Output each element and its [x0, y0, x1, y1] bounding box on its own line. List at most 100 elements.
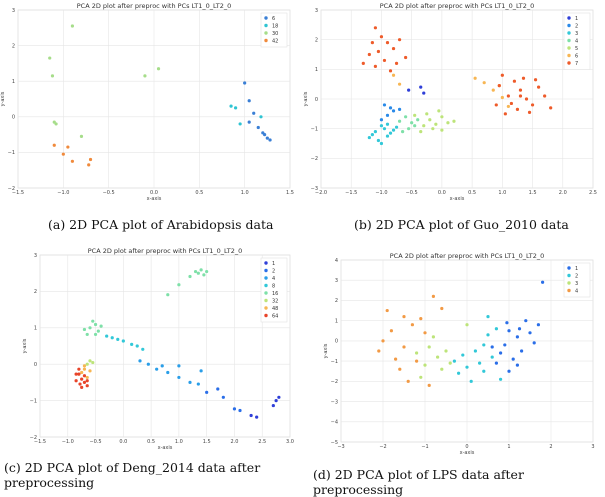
chart-2-xtick-label: 1.0 [175, 439, 183, 445]
chart-1-point [413, 113, 417, 117]
chart-2-point [82, 380, 87, 384]
caption-b: (b) 2D PCA plot of Guo_2010 data [354, 217, 569, 232]
chart-3-svg: PCA 2D plot after preproc with PCs LT1_0… [323, 252, 595, 456]
chart-2-point [177, 364, 181, 368]
chart-0-legend-label: 30 [272, 31, 278, 37]
chart-2-ytick-label: 2 [34, 289, 37, 295]
chart-1-point [506, 104, 510, 109]
chart-3-point [452, 359, 456, 363]
chart-1-legend-label: 1 [575, 16, 578, 22]
chart-1-ylabel: y-axis [303, 91, 309, 106]
chart-2-ytick-label: 1 [34, 326, 37, 332]
chart-2-xtick-label: 3.0 [286, 439, 294, 445]
chart-0-legend-marker [264, 23, 268, 28]
chart-1-point [391, 109, 396, 113]
chart-0-point [88, 157, 93, 162]
chart-3-point [406, 379, 410, 383]
chart-1-point [524, 97, 529, 101]
chart-1-point [521, 76, 526, 80]
chart-2-point [166, 370, 170, 375]
chart-1-point [367, 135, 371, 140]
chart-1-point [379, 35, 384, 39]
chart-3-point [419, 375, 423, 379]
chart-3-ylabel: y-axis [323, 343, 329, 358]
chart-1-point [491, 88, 495, 92]
chart-2-series-4 [138, 359, 203, 386]
chart-1-xtick-label: 2.5 [589, 190, 597, 196]
chart-2-series-32 [85, 359, 95, 366]
chart-3-xtick-label: 2 [549, 444, 552, 450]
chart-3-legend-marker [567, 273, 571, 278]
chart-3-point [515, 363, 519, 367]
chart-0-point [252, 111, 256, 115]
chart-0-point [243, 81, 247, 85]
chart-3-point [394, 357, 398, 361]
chart-3-point [524, 319, 528, 323]
chart-2-point [196, 382, 200, 386]
chart-1-point [388, 106, 393, 110]
chart-3-ytick-label: −5 [331, 440, 338, 446]
chart-1-xtick-label: 2.0 [559, 190, 567, 196]
chart-3-point [520, 349, 524, 353]
chart-2-point [82, 327, 87, 332]
chart-0-ytick-label: −2 [8, 186, 15, 192]
chart-1-point [494, 103, 498, 107]
chart-0-xtick-label: −1.5 [12, 190, 24, 196]
chart-2-title: PCA 2D plot after preproc with PCs LT1_0… [88, 247, 243, 255]
chart-2-point [80, 370, 84, 375]
chart-2-point [93, 322, 98, 327]
chart-1-point [379, 118, 384, 122]
chart-0-point [143, 74, 147, 78]
chart-3-point [503, 343, 507, 347]
chart-0-point [52, 143, 56, 147]
chart-1-ytick-label: 2 [315, 37, 318, 43]
chart-1-point [397, 107, 402, 111]
chart-1-legend-label: 3 [575, 31, 578, 37]
chart-0-legend-marker [264, 38, 268, 43]
chart-2-series-16 [82, 268, 209, 337]
chart-2-point [155, 367, 159, 371]
chart-2-legend-label: 16 [272, 291, 278, 297]
chart-3-point [431, 294, 435, 298]
chart-2-legend-label: 32 [272, 298, 278, 304]
chart-2-point [249, 413, 253, 418]
chart-0-series-30 [48, 24, 161, 138]
chart-1-point [367, 52, 371, 57]
chart-2-legend-label: 8 [272, 283, 275, 289]
chart-2-point [77, 372, 81, 376]
chart-1-point [376, 138, 381, 143]
chart-2-legend-label: 4 [272, 276, 275, 282]
chart-3-title: PCA 2D plot after preproc with PCs LT1_0… [390, 252, 545, 260]
chart-2-point [177, 283, 181, 287]
chart-2-series-2 [205, 387, 242, 413]
chart-2-point [74, 372, 78, 376]
chart-2-point [255, 415, 259, 419]
chart-1-point [431, 127, 435, 131]
chart-3-point [515, 335, 519, 339]
chart-2-point [238, 408, 242, 413]
chart-1-point [370, 133, 374, 137]
chart-2-point [188, 274, 192, 279]
chart-1-point [500, 73, 504, 77]
chart-2-xtick-label: 2.5 [258, 439, 266, 445]
chart-0-point [247, 120, 251, 124]
chart-3-point [490, 345, 494, 349]
chart-1-legend [563, 12, 591, 70]
chart-2-point [91, 319, 95, 323]
chart-1-point [397, 119, 402, 123]
chart-2-series-8 [105, 334, 145, 351]
chart-2-point [188, 380, 192, 384]
chart-1-point [388, 69, 393, 73]
chart-3-point [436, 355, 440, 359]
chart-1-point [425, 112, 429, 116]
chart-2-xtick-label: 1.5 [203, 439, 211, 445]
chart-0-title: PCA 2D plot after preproc with PCs LT1_0… [77, 2, 232, 10]
chart-1-xtick-label: −1.5 [345, 190, 357, 196]
chart-2-point [88, 326, 92, 330]
chart-2-legend-marker [264, 313, 268, 318]
chart-1-point [385, 122, 390, 126]
chart-2-point [80, 377, 84, 381]
chart-2-point [221, 395, 225, 399]
chart-1-point [537, 85, 541, 89]
chart-3-ytick-label: −3 [331, 399, 338, 405]
